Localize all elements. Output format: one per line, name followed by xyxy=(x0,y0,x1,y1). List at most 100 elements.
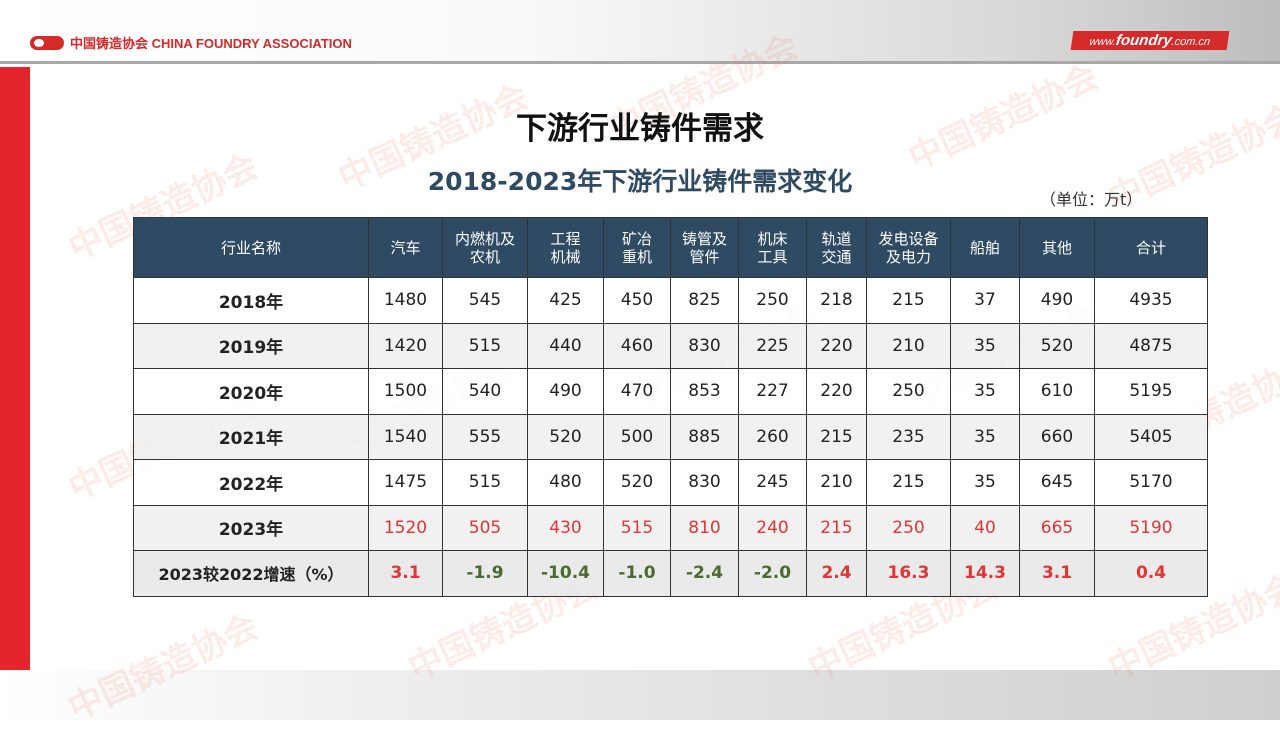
table-cell: 5170 xyxy=(1094,459,1208,506)
table-cell: 520 xyxy=(1019,322,1095,369)
table-row: 2023年 1520 505 430 515 810 240 215 250 40 665 5190 xyxy=(133,504,1208,551)
logo-text: 中国铸造协会 CHINA FOUNDRY ASSOCIATION xyxy=(70,36,352,51)
table-cell: 610 xyxy=(1019,368,1095,415)
table-row: 2019年 1420 515 440 460 830 225 220 210 35 520 4875 xyxy=(133,322,1208,369)
site-prefix: www. xyxy=(1088,36,1117,48)
table-cell: 830 xyxy=(670,322,739,369)
table-cell: 490 xyxy=(527,368,604,415)
table-row: 2018年 1480 545 425 450 825 250 218 215 37 490 4935 xyxy=(133,277,1208,324)
table-cell: 260 xyxy=(738,413,807,460)
column-header: 船舶 xyxy=(950,217,1020,278)
table-cell: 1520 xyxy=(368,504,443,551)
table-cell: 227 xyxy=(738,368,807,415)
table-cell: 490 xyxy=(1019,277,1095,324)
growth-cell: 14.3 xyxy=(950,550,1020,597)
growth-cell: 16.3 xyxy=(866,550,951,597)
table-cell: 245 xyxy=(738,459,807,506)
table-cell: 1540 xyxy=(368,413,443,460)
site-main: foundry xyxy=(1114,32,1173,49)
table-cell: 430 xyxy=(527,504,604,551)
table-cell: 5190 xyxy=(1094,504,1208,551)
table-cell: 885 xyxy=(670,413,739,460)
table-cell: 215 xyxy=(866,459,951,506)
growth-cell: 0.4 xyxy=(1094,550,1208,597)
table-header-row: 行业名称 汽车 内燃机及 农机 工程 机械 矿冶 重机 铸管及 管件 机床 工具 轨道 交通发… xyxy=(133,217,1208,278)
table-cell: 660 xyxy=(1019,413,1095,460)
page-subtitle: 2018-2023年下游行业铸件需求变化 xyxy=(427,167,853,196)
page-title: 下游行业铸件需求 xyxy=(516,111,764,147)
table-cell: 35 xyxy=(950,322,1020,369)
table-cell: 480 xyxy=(527,459,604,506)
row-label: 2021年 xyxy=(133,413,369,460)
row-label: 2023年 xyxy=(133,504,369,551)
table-cell: 215 xyxy=(806,504,867,551)
growth-cell: 3.1 xyxy=(1019,550,1095,597)
table-cell: 5195 xyxy=(1094,368,1208,415)
growth-cell: -1.0 xyxy=(603,550,671,597)
table-cell: 235 xyxy=(866,413,951,460)
cfa-logo-icon xyxy=(30,35,64,50)
growth-cell: 3.1 xyxy=(368,550,443,597)
column-header: 合计 xyxy=(1094,217,1208,278)
table-cell: 250 xyxy=(866,504,951,551)
table-cell: 215 xyxy=(806,413,867,460)
table-cell: 520 xyxy=(527,413,604,460)
table-cell: 218 xyxy=(806,277,867,324)
site-suffix: .com.cn xyxy=(1170,36,1211,48)
table-cell: 5405 xyxy=(1094,413,1208,460)
table-cell: 515 xyxy=(442,459,528,506)
table-row: 2022年 1475 515 480 520 830 245 210 215 35 645 5170 xyxy=(133,459,1208,506)
table-cell: 555 xyxy=(442,413,528,460)
table-cell: 40 xyxy=(950,504,1020,551)
column-header: 其他 xyxy=(1019,217,1095,278)
table-cell: 515 xyxy=(603,504,671,551)
growth-row: 2023较2022增速（%） 3.1 -1.9 -10.4 -1.0 -2.4 -2.0 2.… xyxy=(133,550,1208,597)
table-cell: 830 xyxy=(670,459,739,506)
column-header: 行业名称 xyxy=(133,217,369,278)
column-header: 机床 工具 xyxy=(738,217,807,278)
growth-label: 2023较2022增速（%） xyxy=(133,550,369,597)
table-cell: 4875 xyxy=(1094,322,1208,369)
table-cell: 540 xyxy=(442,368,528,415)
growth-cell: -1.9 xyxy=(442,550,528,597)
table-cell: 35 xyxy=(950,459,1020,506)
table-cell: 425 xyxy=(527,277,604,324)
table-cell: 220 xyxy=(806,368,867,415)
table-cell: 500 xyxy=(603,413,671,460)
table-cell: 853 xyxy=(670,368,739,415)
column-header: 内燃机及 农机 xyxy=(442,217,528,278)
website-badge[interactable]: www.foundry.com.cn xyxy=(1070,31,1230,50)
column-header: 汽车 xyxy=(368,217,443,278)
row-label: 2018年 xyxy=(133,277,369,324)
table-cell: 520 xyxy=(603,459,671,506)
table-cell: 450 xyxy=(603,277,671,324)
table-cell: 35 xyxy=(950,368,1020,415)
table-cell: 35 xyxy=(950,413,1020,460)
column-header: 轨道 交通 xyxy=(806,217,867,278)
table-cell: 515 xyxy=(442,322,528,369)
table-cell: 440 xyxy=(527,322,604,369)
growth-cell: -2.4 xyxy=(670,550,739,597)
table-cell: 225 xyxy=(738,322,807,369)
table-cell: 215 xyxy=(866,277,951,324)
table-cell: 645 xyxy=(1019,459,1095,506)
table-cell: 250 xyxy=(738,277,807,324)
table-cell: 665 xyxy=(1019,504,1095,551)
table-cell: 4935 xyxy=(1094,277,1208,324)
top-banner xyxy=(0,0,1280,64)
table-cell: 37 xyxy=(950,277,1020,324)
bottom-banner xyxy=(0,670,1280,720)
unit-label: （单位：万t） xyxy=(1040,190,1143,209)
table-cell: 825 xyxy=(670,277,739,324)
table-row: 2021年 1540 555 520 500 885 260 215 235 35 660 5405 xyxy=(133,413,1208,460)
growth-cell: -10.4 xyxy=(527,550,604,597)
table-cell: 1500 xyxy=(368,368,443,415)
growth-cell: 2.4 xyxy=(806,550,867,597)
table-cell: 210 xyxy=(806,459,867,506)
table-cell: 220 xyxy=(806,322,867,369)
association-logo: 中国铸造协会 CHINA FOUNDRY ASSOCIATION xyxy=(30,33,352,52)
row-label: 2019年 xyxy=(133,322,369,369)
demand-table: 行业名称 汽车 内燃机及 农机 工程 机械 矿冶 重机 铸管及 管件 机床 工具 轨道 交通发… xyxy=(133,217,1208,597)
table-cell: 240 xyxy=(738,504,807,551)
table-row: 2020年 1500 540 490 470 853 227 220 250 35 610 5195 xyxy=(133,368,1208,415)
